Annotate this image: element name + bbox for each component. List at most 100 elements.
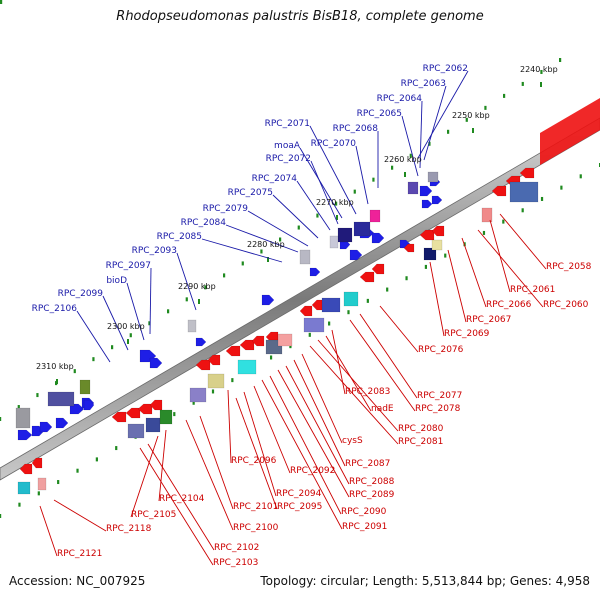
gene-label: bioD: [106, 276, 127, 286]
tick-mark: [472, 128, 474, 133]
gene-label: RPC_2095: [277, 502, 322, 512]
gene-block: [329, 235, 339, 249]
gene-block: [431, 239, 443, 251]
gene-label: RPC_2072: [266, 154, 311, 164]
tick-dash: [279, 237, 282, 242]
gene-features: [15, 167, 539, 495]
tick-dash: [391, 165, 394, 170]
tick-dash: [17, 405, 20, 410]
label-connector: [76, 310, 111, 363]
gene-label: RPC_2102: [214, 543, 259, 553]
label-connector: [355, 145, 369, 205]
label-connector: [331, 329, 346, 395]
gene-block: [15, 407, 31, 429]
label-connector: [423, 85, 447, 161]
tick-dash: [57, 480, 60, 485]
gene-label: RPC_2097: [106, 261, 151, 271]
tick-dash: [386, 287, 389, 292]
gene-label: RPC_2103: [213, 558, 258, 568]
gene-label: RPC_2118: [106, 524, 152, 534]
tick-dash: [428, 141, 431, 146]
gene-block: [321, 297, 341, 313]
label-connector: [102, 295, 129, 351]
gene-block: [343, 291, 359, 307]
forward-gene-arrow: [371, 232, 385, 244]
tick-dash: [447, 129, 450, 134]
tick-dash: [231, 378, 234, 383]
label-connector: [243, 391, 277, 497]
tick-label: 2280 kbp: [247, 240, 285, 249]
gene-label: RPC_2093: [132, 246, 177, 256]
gene-label: RPC_2105: [131, 510, 176, 520]
forward-gene-arrow: [17, 429, 33, 441]
tick-dash: [289, 344, 292, 349]
gene-label: RPC_2074: [252, 174, 298, 184]
tick-mark: [540, 82, 542, 87]
tick-dash: [92, 357, 95, 362]
label-connector: [296, 180, 331, 231]
tick-dash: [269, 355, 273, 360]
gene-label: RPC_2101: [233, 502, 278, 512]
gene-label: RPC_2069: [444, 329, 490, 339]
gene-block: [17, 481, 31, 495]
label-connector: [147, 443, 215, 551]
gene-label: RPC_2081: [398, 437, 443, 447]
tick-dash: [444, 253, 447, 258]
tick-dash: [366, 298, 369, 303]
reverse-gene-arrow: [419, 229, 435, 241]
label-connector: [309, 125, 357, 215]
forward-gene-arrow: [149, 357, 163, 369]
label-connector: [417, 70, 469, 159]
label-connector: [277, 369, 350, 498]
gene-label: RPC_2079: [203, 204, 249, 214]
gene-label: RPC_2070: [311, 139, 357, 149]
gene-label: RPC_2067: [466, 315, 511, 325]
gene-label: RPC_2080: [398, 424, 444, 434]
gene-block: [303, 317, 325, 333]
tick-dash: [372, 177, 375, 182]
label-connector: [253, 385, 291, 474]
tick-dash: [173, 412, 176, 417]
forward-gene-arrow: [83, 399, 95, 411]
label-connector: [247, 210, 309, 247]
label-connector: [139, 447, 214, 566]
label-connector: [176, 252, 197, 311]
gene-block: [509, 181, 539, 203]
reverse-gene-arrow: [371, 263, 385, 275]
gene-label: RPC_2060: [543, 300, 589, 310]
gene-label: RPC_2088: [349, 477, 395, 487]
gene-label: RPC_2068: [333, 124, 379, 134]
tick-marks: [0, 0, 600, 518]
gene-label: RPC_2089: [349, 490, 395, 500]
tick-dash: [579, 174, 582, 179]
gene-label: RPC_2058: [546, 262, 592, 272]
label-connector: [225, 224, 299, 253]
gene-block: [353, 221, 371, 237]
tick-dash: [424, 264, 428, 269]
gene-label: RPC_2085: [157, 232, 202, 242]
forward-gene-arrow: [421, 199, 433, 209]
gene-label: RPC_2106: [32, 304, 78, 314]
reverse-gene-arrow: [359, 271, 375, 283]
tick-dash: [211, 389, 215, 394]
gene-label: RPC_2078: [415, 404, 461, 414]
gene-label: RPC_2075: [228, 188, 273, 198]
tick-dash: [37, 491, 40, 496]
tick-label: 2250 kbp: [452, 111, 490, 120]
gene-label: RPC_2087: [345, 459, 390, 469]
reverse-gene-arrow: [111, 411, 127, 423]
forward-gene-arrow: [195, 337, 207, 347]
label-connector: [310, 160, 339, 225]
reverse-gene-arrow: [125, 407, 141, 419]
gene-label: RPC_2077: [417, 391, 462, 401]
tick-dash: [540, 69, 543, 74]
tick-dash: [204, 285, 207, 290]
gene-label: RPC_2066: [486, 300, 532, 310]
label-connector: [261, 379, 343, 530]
tick-dash: [405, 276, 408, 281]
label-connector: [149, 267, 152, 335]
label-connector: [499, 213, 547, 270]
gene-block: [37, 477, 47, 491]
label-connectors: [39, 70, 547, 566]
